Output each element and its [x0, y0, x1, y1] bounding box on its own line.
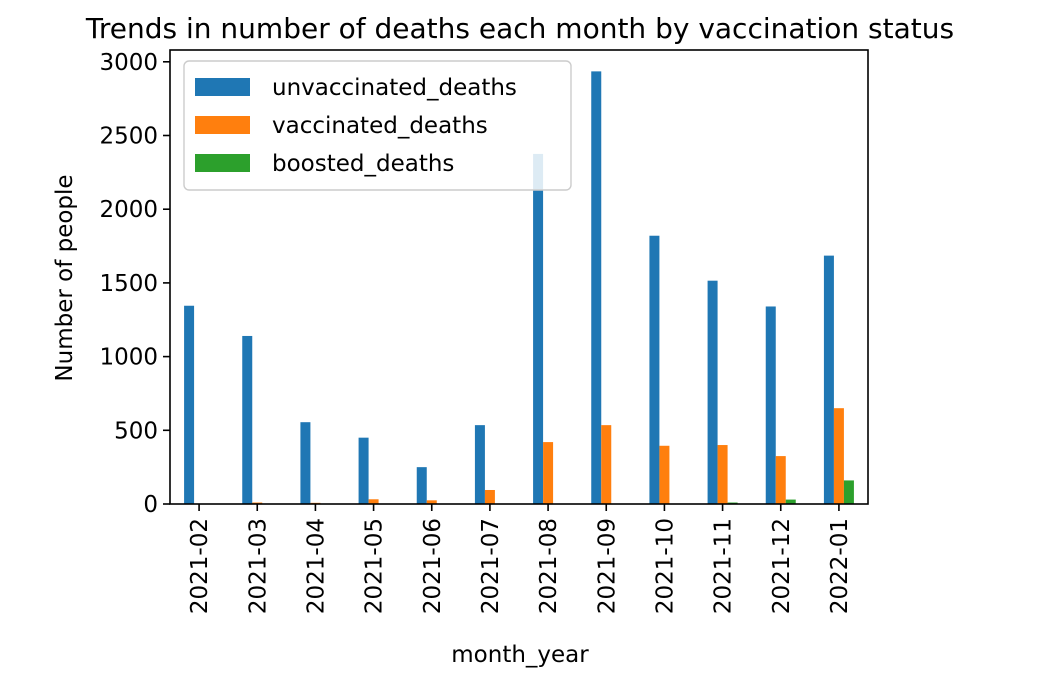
bar-boosted-deaths — [785, 499, 796, 504]
x-tick-label: 2021-08 — [536, 518, 562, 614]
bar-unvaccinated-deaths — [533, 153, 544, 505]
bar-unvaccinated-deaths — [416, 467, 427, 504]
y-tick-label: 500 — [114, 418, 158, 444]
y-axis-ticks: 0 500 1000 1500 2000 2500 3000 — [99, 50, 170, 518]
legend-label: unvaccinated_deaths — [272, 75, 517, 101]
y-tick-label: 2500 — [99, 123, 158, 149]
bar-vaccinated-deaths — [426, 500, 437, 504]
y-tick-label: 1000 — [99, 345, 158, 371]
bar-unvaccinated-deaths — [242, 335, 253, 504]
x-tick-label: 2021-05 — [362, 518, 388, 614]
x-axis-label: month_year — [451, 642, 589, 668]
x-tick-label: 2021-07 — [478, 518, 504, 614]
legend-swatch — [195, 116, 250, 134]
bar-vaccinated-deaths — [601, 425, 612, 504]
x-tick-label: 2022-01 — [827, 518, 853, 614]
bar-vaccinated-deaths — [717, 445, 728, 504]
x-tick-label: 2021-03 — [245, 518, 271, 614]
bar-vaccinated-deaths — [659, 445, 670, 504]
bars-group — [184, 71, 854, 505]
y-tick-label: 1500 — [99, 271, 158, 297]
bar-unvaccinated-deaths — [300, 422, 311, 504]
bar-boosted-deaths — [843, 480, 854, 504]
bar-unvaccinated-deaths — [591, 71, 602, 504]
x-tick-label: 2021-10 — [652, 518, 678, 614]
bar-unvaccinated-deaths — [765, 306, 776, 504]
legend-swatch — [195, 78, 250, 96]
legend-swatch — [195, 154, 250, 172]
legend-label: boosted_deaths — [272, 151, 454, 177]
bar-unvaccinated-deaths — [649, 235, 660, 504]
bar-unvaccinated-deaths — [823, 255, 834, 504]
x-tick-label: 2021-02 — [187, 518, 213, 614]
x-tick-label: 2021-09 — [594, 518, 620, 614]
bar-unvaccinated-deaths — [184, 305, 195, 504]
y-tick-label: 2000 — [99, 197, 158, 223]
legend: unvaccinated_deaths vaccinated_deathsboos… — [183, 60, 572, 191]
legend-box — [183, 60, 572, 191]
x-tick-label: 2021-04 — [303, 518, 329, 614]
legend-label: vaccinated_deaths — [272, 113, 488, 139]
x-tick-label: 2021-11 — [711, 518, 737, 614]
chart-title: Trends in number of deaths each month by… — [85, 12, 954, 45]
plot-frame — [169, 49, 869, 505]
bar-vaccinated-deaths — [775, 456, 786, 504]
y-tick-label: 3000 — [99, 50, 158, 76]
bar-vaccinated-deaths — [833, 408, 844, 504]
bar-vaccinated-deaths — [368, 499, 379, 504]
x-tick-label: 2021-06 — [420, 518, 446, 614]
y-axis-label: Number of people — [52, 174, 78, 381]
bar-unvaccinated-deaths — [358, 437, 369, 504]
bar-unvaccinated-deaths — [474, 425, 485, 504]
x-axis-ticks: 2021-02 2021-03 2021-04 2021-05 2021-06 2021-… — [187, 504, 853, 614]
bar-unvaccinated-deaths — [707, 280, 718, 504]
y-tick-label: 0 — [143, 492, 158, 518]
bar-vaccinated-deaths — [484, 489, 495, 504]
bar-vaccinated-deaths — [543, 442, 554, 504]
x-tick-label: 2021-12 — [769, 518, 795, 614]
